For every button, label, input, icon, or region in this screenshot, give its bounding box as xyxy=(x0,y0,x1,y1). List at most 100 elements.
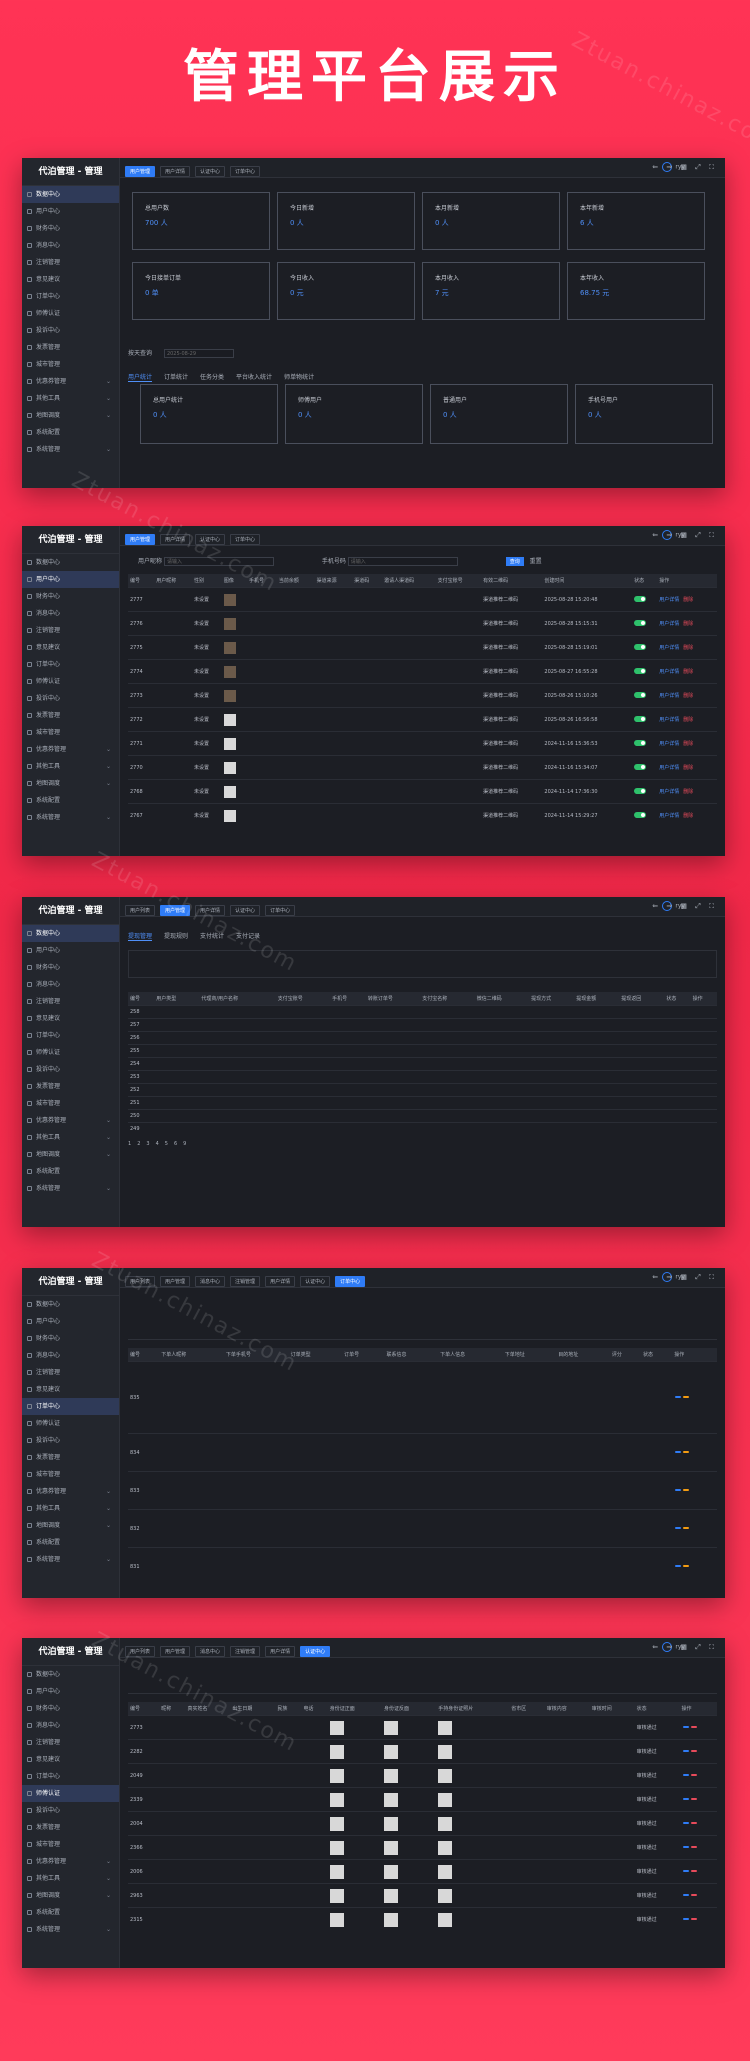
action-button[interactable] xyxy=(675,1450,682,1453)
sidebar-item[interactable]: 订单中心 xyxy=(22,1768,119,1785)
delete-link[interactable]: 删除 xyxy=(683,789,694,795)
delete-link[interactable]: 删除 xyxy=(683,645,694,651)
user-detail-link[interactable]: 用户详情 xyxy=(659,789,680,795)
reject-button[interactable] xyxy=(690,1749,697,1752)
sidebar-item[interactable]: 用户中心 xyxy=(22,203,119,220)
sidebar-item[interactable]: 其他工具 ⌄ xyxy=(22,390,119,407)
sidebar-item[interactable]: 数据中心 xyxy=(22,554,119,571)
status-toggle[interactable] xyxy=(634,595,647,602)
sub-tab[interactable]: 提现管理 xyxy=(128,933,153,941)
tab[interactable]: 用户管理 xyxy=(125,534,156,545)
delete-link[interactable]: 删除 xyxy=(683,621,694,627)
sidebar-item[interactable]: 意见建议 xyxy=(22,1751,119,1768)
sidebar-item[interactable]: 系统配置 xyxy=(22,1534,119,1551)
sidebar-item[interactable]: 地图调度 ⌄ xyxy=(22,775,119,792)
tab[interactable]: 用户详情 xyxy=(195,905,226,916)
status-toggle[interactable] xyxy=(634,763,647,770)
sidebar-item[interactable]: 用户中心 xyxy=(22,571,119,588)
sidebar-item[interactable]: 系统配置 xyxy=(22,792,119,809)
sidebar-item[interactable]: 数据中心 xyxy=(22,1666,119,1683)
view-button[interactable] xyxy=(682,1845,689,1848)
sidebar-item[interactable]: 系统管理 ⌄ xyxy=(22,441,119,458)
tab[interactable]: 用户列表 xyxy=(125,905,156,916)
sidebar-item[interactable]: 用户中心 xyxy=(22,1683,119,1700)
toolbar-icons[interactable]: ⇐ ⇒ ▦ ⤢ ⛶ xyxy=(652,902,717,910)
sidebar-item[interactable]: 师傅认证 xyxy=(22,673,119,690)
sidebar-item[interactable]: 财务中心 xyxy=(22,588,119,605)
user-detail-link[interactable]: 用户详情 xyxy=(659,669,680,675)
tab[interactable]: 用户管理 xyxy=(125,166,156,177)
sidebar-item[interactable]: 师傅认证 xyxy=(22,1785,119,1802)
user-menu[interactable]: ryy xyxy=(662,530,685,540)
view-button[interactable] xyxy=(682,1917,689,1920)
reject-button[interactable] xyxy=(690,1845,697,1848)
sub-tab[interactable]: 订单统计 xyxy=(164,374,189,381)
sidebar-item[interactable]: 消息中心 xyxy=(22,1717,119,1734)
page-number[interactable]: 4 xyxy=(155,1141,159,1147)
tab[interactable]: 用户列表 xyxy=(125,1646,156,1657)
sidebar-item[interactable]: 地图调度 ⌄ xyxy=(22,1517,119,1534)
tab[interactable]: 订单中心 xyxy=(230,166,261,177)
sidebar-item[interactable]: 注销管理 xyxy=(22,1364,119,1381)
sidebar-item[interactable]: 数据中心 xyxy=(22,186,119,203)
sidebar-item[interactable]: 优惠券管理 ⌄ xyxy=(22,1853,119,1870)
sidebar-item[interactable]: 系统配置 xyxy=(22,424,119,441)
user-menu[interactable]: ryy xyxy=(662,162,685,172)
page-number[interactable]: 2 xyxy=(137,1141,141,1147)
sidebar-item[interactable]: 系统管理 ⌄ xyxy=(22,809,119,826)
sidebar-item[interactable]: 投诉中心 xyxy=(22,1432,119,1449)
tab[interactable]: 订单中心 xyxy=(230,534,261,545)
sidebar-item[interactable]: 注销管理 xyxy=(22,622,119,639)
user-detail-link[interactable]: 用户详情 xyxy=(659,597,680,603)
action-button[interactable] xyxy=(683,1450,690,1453)
user-detail-link[interactable]: 用户详情 xyxy=(659,693,680,699)
status-toggle[interactable] xyxy=(634,715,647,722)
sidebar-item[interactable]: 城市管理 xyxy=(22,356,119,373)
page-number[interactable]: 1 xyxy=(128,1141,132,1147)
sidebar-item[interactable]: 优惠券管理 ⌄ xyxy=(22,741,119,758)
sidebar-item[interactable]: 地图调度 ⌄ xyxy=(22,1887,119,1904)
sidebar-item[interactable]: 城市管理 xyxy=(22,1466,119,1483)
sub-tab[interactable]: 任务分类 xyxy=(200,374,225,381)
nickname-input[interactable]: 请输入 xyxy=(163,557,274,566)
tab[interactable]: 用户管理 xyxy=(160,1646,191,1657)
action-button[interactable] xyxy=(675,1488,682,1491)
sidebar-item[interactable]: 其他工具 ⌄ xyxy=(22,758,119,775)
user-detail-link[interactable]: 用户详情 xyxy=(659,813,680,820)
tab[interactable]: 注销管理 xyxy=(230,1646,261,1657)
user-detail-link[interactable]: 用户详情 xyxy=(659,621,680,627)
action-button[interactable] xyxy=(675,1564,682,1567)
sidebar-item[interactable]: 优惠券管理 ⌄ xyxy=(22,1483,119,1500)
user-detail-link[interactable]: 用户详情 xyxy=(659,765,680,771)
sidebar-item[interactable]: 投诉中心 xyxy=(22,322,119,339)
view-button[interactable] xyxy=(682,1821,689,1824)
search-button[interactable]: 查询 xyxy=(505,557,524,566)
tab[interactable]: 订单中心 xyxy=(265,905,296,916)
status-toggle[interactable] xyxy=(634,667,647,674)
toolbar-icons[interactable]: ⇐ ⇒ ▦ ⤢ ⛶ xyxy=(652,163,717,171)
sidebar-item[interactable]: 注销管理 xyxy=(22,993,119,1010)
date-picker[interactable]: 2025-08-29 xyxy=(163,349,234,358)
sidebar-item[interactable]: 系统配置 xyxy=(22,1904,119,1921)
tab[interactable]: 认证中心 xyxy=(230,905,261,916)
reject-button[interactable] xyxy=(690,1797,697,1800)
sidebar-item[interactable]: 注销管理 xyxy=(22,1734,119,1751)
sidebar-item[interactable]: 投诉中心 xyxy=(22,690,119,707)
sidebar-item[interactable]: 用户中心 xyxy=(22,1313,119,1330)
view-button[interactable] xyxy=(682,1797,689,1800)
user-detail-link[interactable]: 用户详情 xyxy=(659,717,680,723)
reject-button[interactable] xyxy=(690,1893,697,1896)
tab[interactable]: 消息中心 xyxy=(195,1276,226,1287)
user-menu[interactable]: ryy xyxy=(662,901,685,911)
reject-button[interactable] xyxy=(690,1821,697,1824)
delete-link[interactable]: 删除 xyxy=(683,765,694,771)
sidebar-item[interactable]: 订单中心 xyxy=(22,1027,119,1044)
reject-button[interactable] xyxy=(690,1725,697,1728)
sidebar-item[interactable]: 数据中心 xyxy=(22,925,119,942)
delete-link[interactable]: 删除 xyxy=(683,669,694,675)
sidebar-item[interactable]: 投诉中心 xyxy=(22,1802,119,1819)
sidebar-item[interactable]: 其他工具 ⌄ xyxy=(22,1129,119,1146)
sidebar-item[interactable]: 意见建议 xyxy=(22,271,119,288)
sidebar-item[interactable]: 意见建议 xyxy=(22,1381,119,1398)
sidebar-item[interactable]: 系统管理 ⌄ xyxy=(22,1551,119,1568)
